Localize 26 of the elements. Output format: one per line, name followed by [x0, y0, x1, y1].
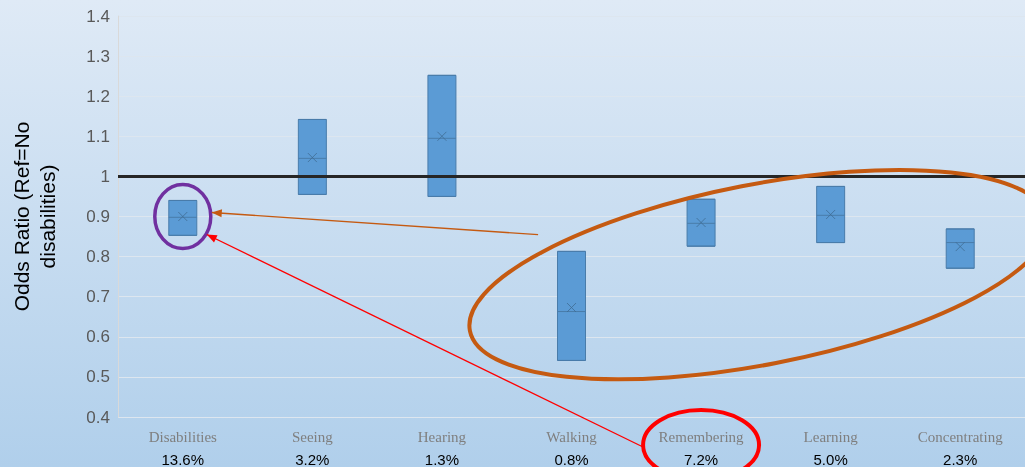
y-tick-label: 1.2: [86, 86, 110, 106]
y-tick-label: 0.7: [86, 287, 110, 307]
text: 7.2%: [683, 451, 719, 467]
x-tick-label: Disabilities: [148, 428, 218, 445]
x-tick-label: Seeing: [291, 428, 334, 445]
x-tick-label: Remembering: [658, 428, 745, 445]
x-tick-label: Hearing: [417, 428, 467, 445]
y-tick-label: 1.3: [86, 46, 110, 66]
y-tick-label: 0.5: [86, 367, 110, 387]
y-tick-label: 0.6: [86, 327, 110, 347]
y-tick-label: 0.9: [86, 207, 110, 226]
y-tick-label: 0.8: [86, 247, 110, 267]
y-tick-label: 1.1: [86, 126, 110, 146]
text: 1.3%: [424, 451, 460, 467]
x-tick-label: Learning: [803, 428, 859, 445]
y-tick-label: 1.4: [86, 6, 110, 26]
y-axis-title: Odds Ratio (Ref=No disabilities): [9, 121, 59, 312]
text: 5.0%: [813, 451, 848, 467]
y-tick-label: 1: [100, 166, 110, 186]
text: 3.2%: [295, 451, 330, 467]
text: 13.6%: [161, 451, 205, 467]
x-tick-label: Walking: [546, 428, 598, 445]
y-tick-label: 0.4: [86, 407, 110, 427]
text: 2.3%: [943, 451, 978, 467]
text: 0.8%: [554, 451, 589, 467]
x-tick-label: Concentrating: [917, 428, 1004, 445]
